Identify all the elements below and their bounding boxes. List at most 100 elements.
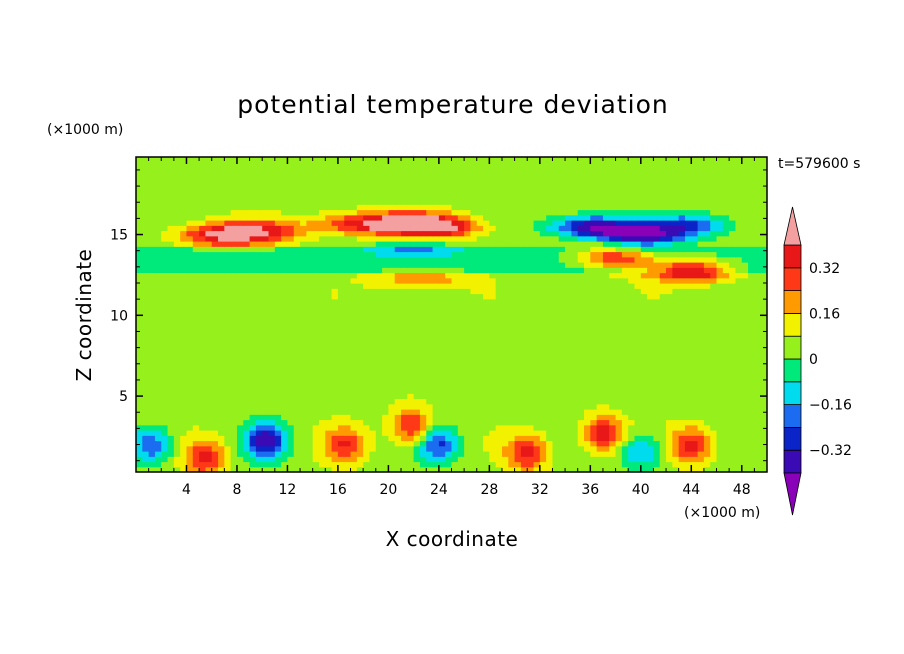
field-cell [621,351,629,358]
field-cell [154,388,162,394]
field-cell [180,440,188,447]
field-cell [413,393,421,400]
field-cell [565,262,572,268]
field-cell [142,414,150,421]
field-cell [729,256,737,263]
field-cell [678,330,686,337]
field-cell [647,398,655,405]
field-cell [180,230,188,237]
field-cell [691,241,699,247]
field-cell [735,251,743,258]
field-cell [218,335,225,342]
field-cell [678,251,686,258]
field-cell [678,214,686,221]
field-cell [148,241,156,247]
field-cell [262,319,270,326]
field-cell [741,256,749,263]
field-cell [268,298,276,305]
field-cell [350,403,358,410]
field-cell [167,414,175,421]
field-cell [230,340,238,347]
field-cell [741,445,749,452]
field-cell [300,235,307,242]
field-cell [729,209,737,216]
field-cell [716,461,724,468]
field-cell [678,456,686,463]
field-cell [205,298,213,305]
field-cell [186,272,194,279]
field-cell [375,388,383,394]
field-cell [621,325,629,331]
field-cell [287,330,295,337]
field-cell [577,372,585,379]
field-cell [672,445,680,452]
field-cell [148,372,156,379]
field-cell [281,430,289,436]
field-cell [640,330,648,337]
field-cell [167,456,175,463]
field-cell [584,377,591,384]
field-cell [192,235,200,242]
field-cell [501,225,509,232]
field-cell [148,335,156,342]
field-cell [186,372,194,379]
field-cell [236,435,244,442]
field-cell [325,356,333,363]
field-cell [602,262,610,268]
field-cell [199,451,207,457]
field-cell [218,256,225,263]
field-cell [520,293,528,300]
field-cell [205,445,213,452]
field-cell [539,267,547,274]
field-cell [678,220,686,226]
field-cell [180,293,188,300]
field-cell [659,382,667,389]
field-cell [154,367,162,373]
field-cell [634,246,642,253]
field-cell [199,225,207,232]
field-cell [180,409,188,415]
field-cell [470,445,478,452]
field-cell [142,230,150,237]
field-cell [716,272,724,279]
field-cell [470,325,478,331]
field-cell [703,230,711,237]
field-cell [558,388,566,394]
field-cell [337,440,345,447]
field-cell [350,393,358,400]
field-cell [722,298,730,305]
field-cell [735,230,743,237]
field-cell [161,288,169,295]
field-cell [628,377,636,384]
field-cell [539,435,547,442]
field-cell [552,251,560,258]
field-cell [558,293,566,300]
field-cell [205,267,213,274]
field-cell [249,430,257,436]
field-cell [318,214,326,221]
field-cell [451,330,459,337]
field-cell [470,267,478,274]
field-cell [697,319,705,326]
field-cell [520,335,528,342]
field-cell [514,403,522,410]
field-cell [419,293,427,300]
field-cell [255,246,263,253]
field-cell [312,445,320,452]
field-cell [495,372,503,379]
field-cell [489,330,497,337]
field-cell [369,241,377,247]
field-cell [375,298,383,305]
field-cell [710,293,718,300]
field-cell [501,419,509,426]
field-cell [161,403,169,410]
field-cell [584,288,591,295]
field-cell [565,220,572,226]
field-cell [186,419,194,426]
field-cell [539,424,547,431]
field-cell [281,367,289,373]
field-cell [249,356,257,363]
field-cell [401,393,408,400]
field-cell [539,325,547,331]
field-cell [218,445,225,452]
